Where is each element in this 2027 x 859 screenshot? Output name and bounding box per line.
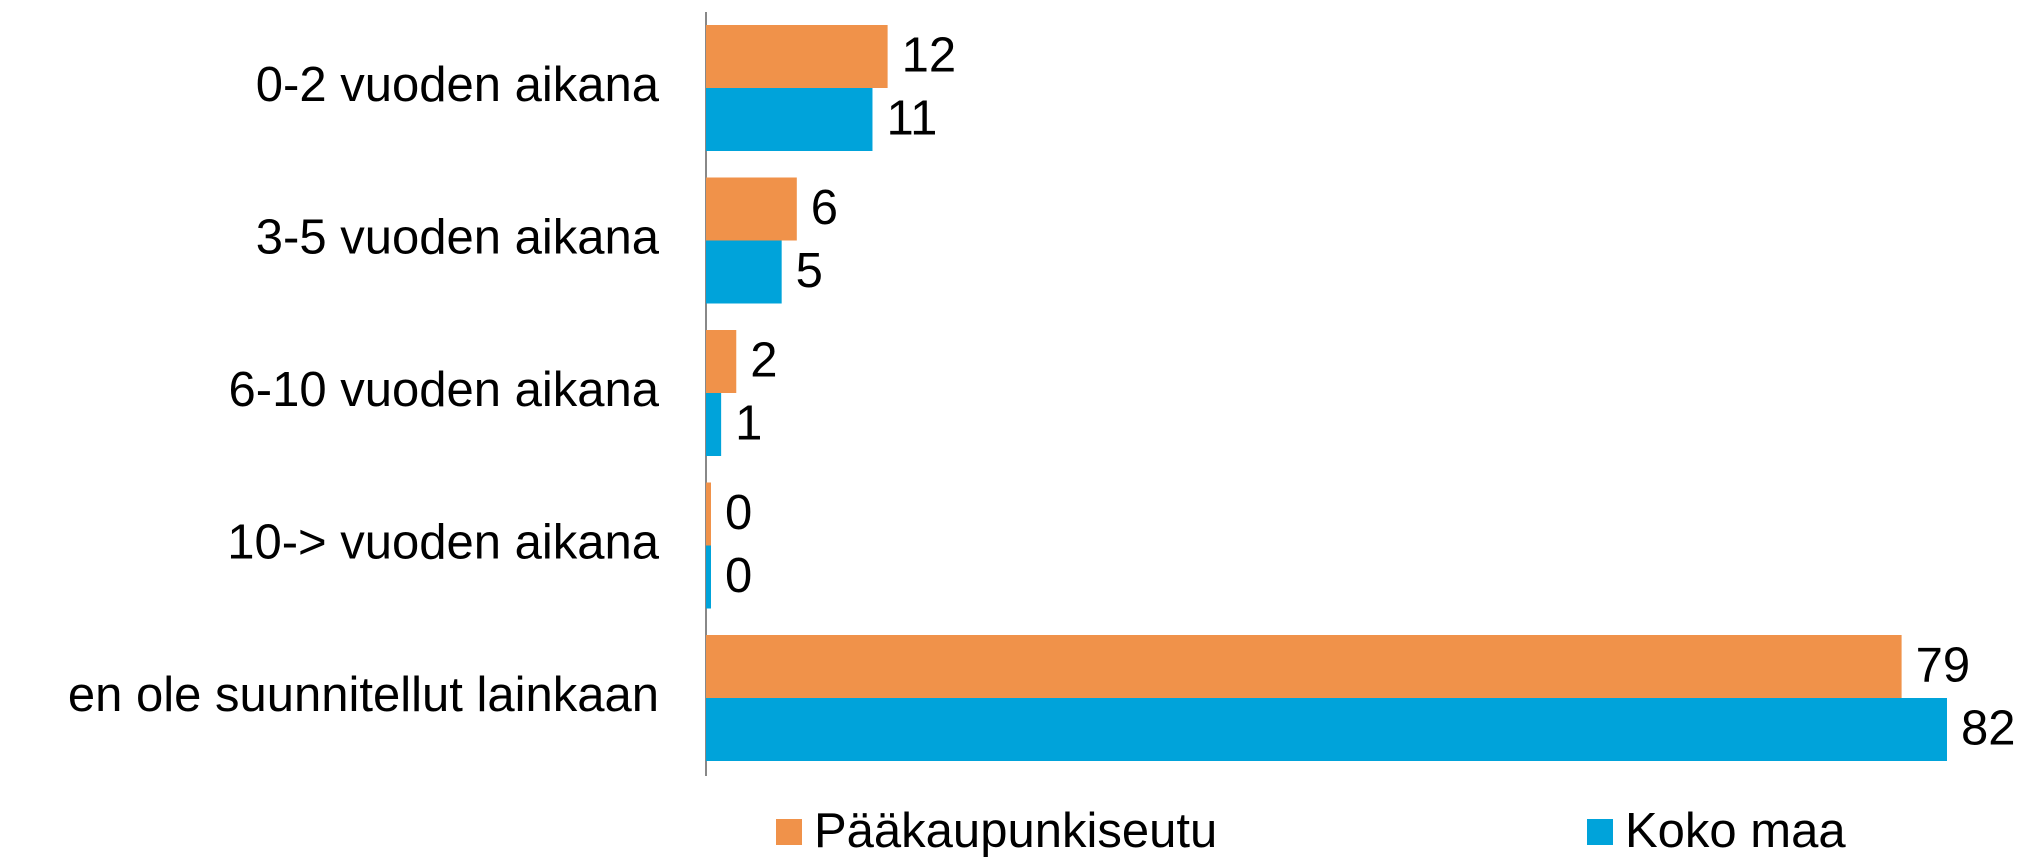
bar xyxy=(706,25,888,88)
data-label: 79 xyxy=(1916,638,1971,692)
y-tick-label: en ole suunnitellut lainkaan xyxy=(68,668,659,722)
data-label: 12 xyxy=(902,28,957,82)
data-label: 0 xyxy=(725,486,752,540)
y-tick-label: 6-10 vuoden aikana xyxy=(229,363,660,417)
data-label: 11 xyxy=(886,91,937,145)
data-label: 5 xyxy=(796,244,823,298)
legend-label: Pääkaupunkiseutu xyxy=(814,804,1217,858)
bar xyxy=(706,393,722,456)
data-label: 82 xyxy=(1961,701,2016,755)
bar xyxy=(706,545,711,609)
y-tick-label: 3-5 vuoden aikana xyxy=(256,210,660,264)
data-label: 1 xyxy=(735,396,762,450)
legend-swatch xyxy=(1587,819,1613,845)
y-tick-label: 0-2 vuoden aikana xyxy=(256,58,660,112)
bar xyxy=(706,482,711,546)
data-label: 0 xyxy=(725,549,752,603)
data-label: 6 xyxy=(811,181,838,235)
bar xyxy=(706,177,797,241)
data-label: 2 xyxy=(750,333,777,387)
legend-swatch xyxy=(776,819,802,845)
bar xyxy=(706,330,737,393)
bar xyxy=(706,240,782,304)
bar xyxy=(706,88,873,151)
y-tick-label: 10-> vuoden aikana xyxy=(227,515,660,569)
legend-label: Koko maa xyxy=(1625,804,1846,858)
bar xyxy=(706,698,1947,761)
bar xyxy=(706,635,1902,698)
